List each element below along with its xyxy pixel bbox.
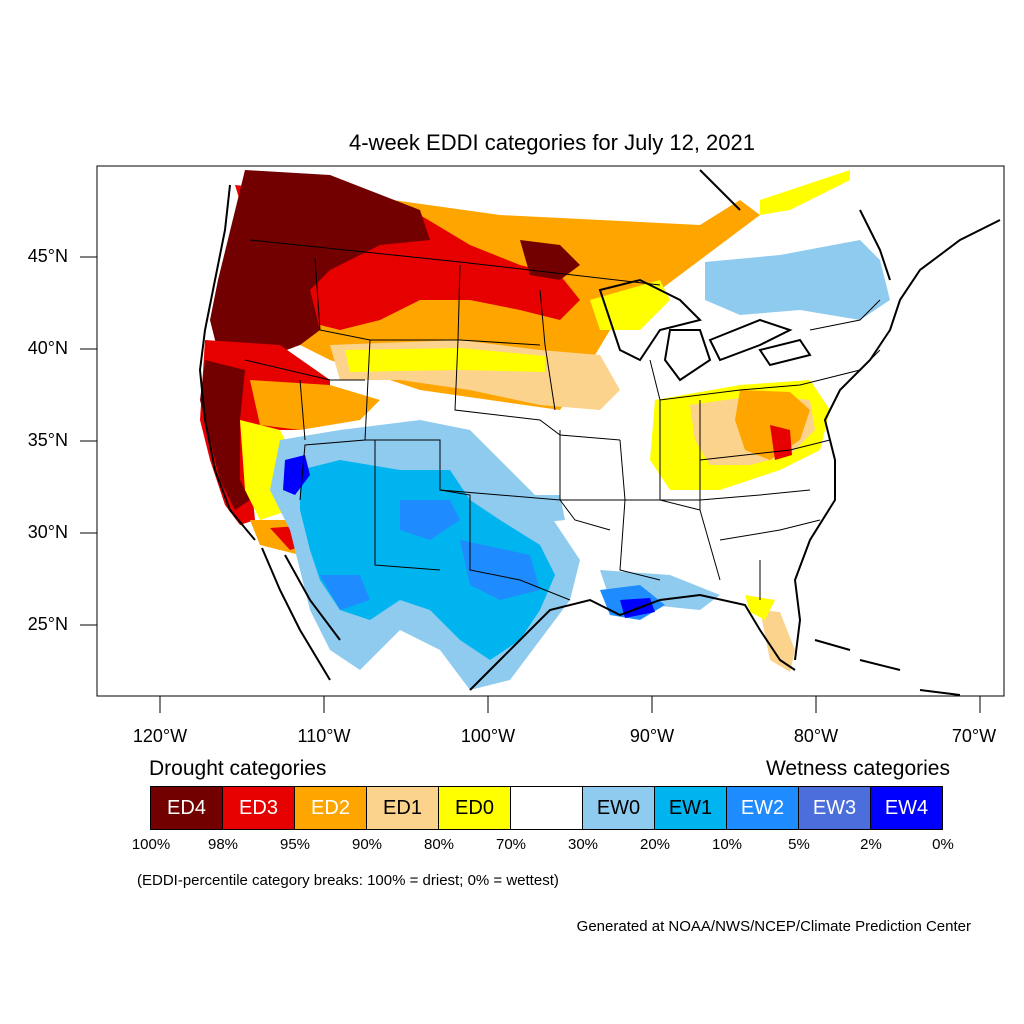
legend-box-ed0: ED0 [438, 786, 511, 830]
lon-label-70: 70°W [951, 726, 997, 746]
region-ew1-southwest [300, 460, 555, 660]
legend-box-ed1: ED1 [366, 786, 439, 830]
region-ew0-canada [705, 240, 890, 320]
percentile-label: 5% [788, 836, 810, 853]
region-ed4-northwest [210, 170, 430, 360]
percentile-label: 30% [567, 836, 599, 853]
percentile-label: 10% [711, 836, 743, 853]
map-title: 4-week EDDI categories for July 12, 2021 [349, 130, 755, 155]
lat-label-40: 40°N [27, 338, 68, 358]
region-ed0-florida [745, 595, 775, 620]
region-ed0-northeast [590, 170, 850, 330]
percentile-note: (EDDI-percentile category breaks: 100% =… [137, 872, 559, 889]
percentile-label: 90% [351, 836, 383, 853]
region-ew0-ok [500, 495, 565, 525]
drought-heading: Drought categories [149, 757, 327, 780]
percentile-label: 2% [860, 836, 882, 853]
legend-box-ew3: EW3 [798, 786, 871, 830]
region-ed2-west-interior [250, 380, 380, 430]
lat-label-30: 30°N [27, 522, 68, 542]
region-ed0-band [345, 348, 545, 372]
percentile-label: 98% [207, 836, 239, 853]
lon-ticks [159, 696, 981, 713]
caribbean-islands [814, 639, 961, 696]
legend-box-ew2: EW2 [726, 786, 799, 830]
region-ed4-california [200, 360, 250, 510]
lat-label-35: 35°N [27, 430, 68, 450]
legend-box-ew0: EW0 [582, 786, 655, 830]
coastlines [198, 169, 1001, 696]
legend-box-ed4: ED4 [150, 786, 223, 830]
percentile-label: 70% [495, 836, 527, 853]
lon-label-100: 100°W [460, 726, 516, 746]
percentile-label: 0% [932, 836, 954, 853]
lon-label-110: 110°W [297, 726, 351, 746]
hudson-bay-coast [699, 169, 891, 281]
legend-box-ew1: EW1 [654, 786, 727, 830]
eddi-shading [200, 170, 890, 690]
lon-label-120: 120°W [132, 726, 188, 746]
category-legend: ED4 ED3 ED2 ED1 ED0 EW0 EW1 EW2 EW3 EW4 [150, 786, 943, 830]
lat-label-25: 25°N [27, 614, 68, 634]
us-west-coast [198, 184, 256, 541]
gulf-coast [469, 593, 796, 691]
lat-ticks [80, 256, 97, 626]
map-frame [96, 165, 1005, 697]
percentile-label: 95% [279, 836, 311, 853]
lon-label-90: 90°W [629, 726, 675, 746]
region-ed1-florida [760, 610, 795, 672]
wetness-heading: Wetness categories [765, 757, 950, 780]
percentile-label: 100% [131, 836, 171, 853]
legend-box-ed2: ED2 [294, 786, 367, 830]
baja-peninsula [261, 547, 331, 681]
legend-box-ed3: ED3 [222, 786, 295, 830]
atlantic-coast [793, 219, 1001, 661]
percentile-label: 20% [639, 836, 671, 853]
region-ed2-virginia [735, 390, 810, 460]
mexico-west-coast [284, 554, 341, 641]
region-ew2-nm [320, 500, 540, 610]
legend-box-normal [510, 786, 583, 830]
region-ed4-minnesota [520, 240, 580, 280]
great-lakes [598, 278, 812, 382]
lat-label-45: 45°N [27, 246, 68, 266]
legend-box-ew4: EW4 [870, 786, 943, 830]
percentile-label: 80% [423, 836, 455, 853]
lon-label-80: 80°W [793, 726, 839, 746]
credit-line: Generated at NOAA/NWS/NCEP/Climate Predi… [576, 918, 971, 935]
